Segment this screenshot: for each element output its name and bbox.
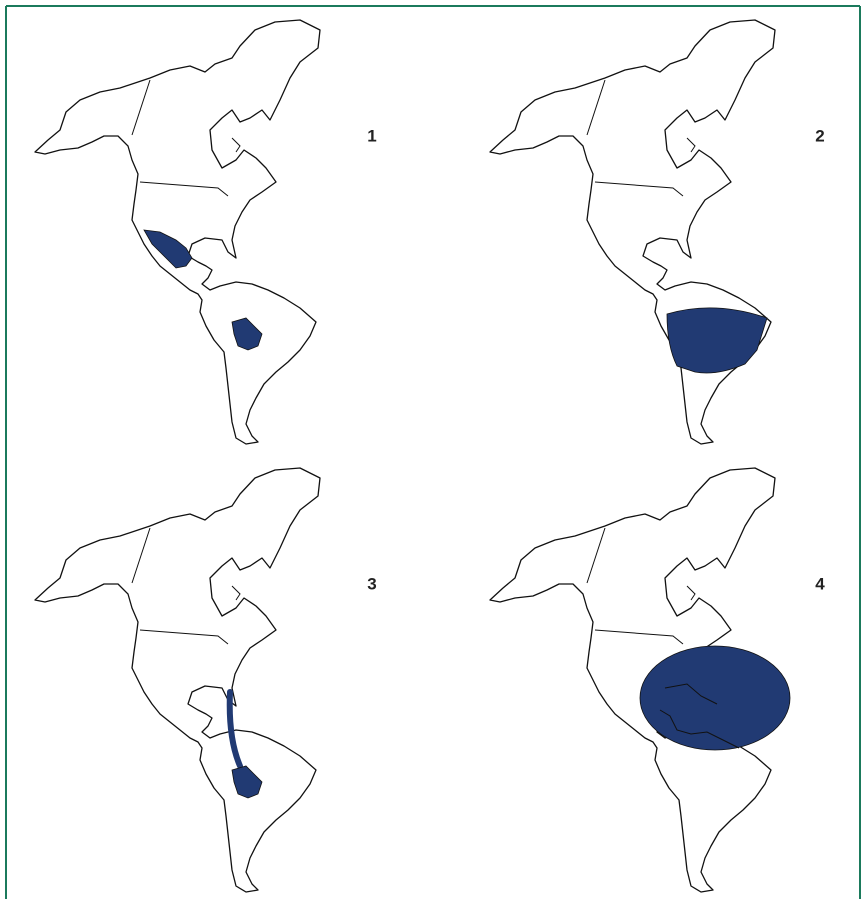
panel-label: 4 [815,574,825,593]
map-panel: 1 [34,19,377,445]
map-panel: 2 [489,19,825,445]
panel-label: 1 [367,126,376,145]
map-panel: 4 [489,467,825,893]
panel-label: 3 [367,574,376,593]
panel-label: 2 [815,126,824,145]
map-panel: 3 [34,467,377,893]
